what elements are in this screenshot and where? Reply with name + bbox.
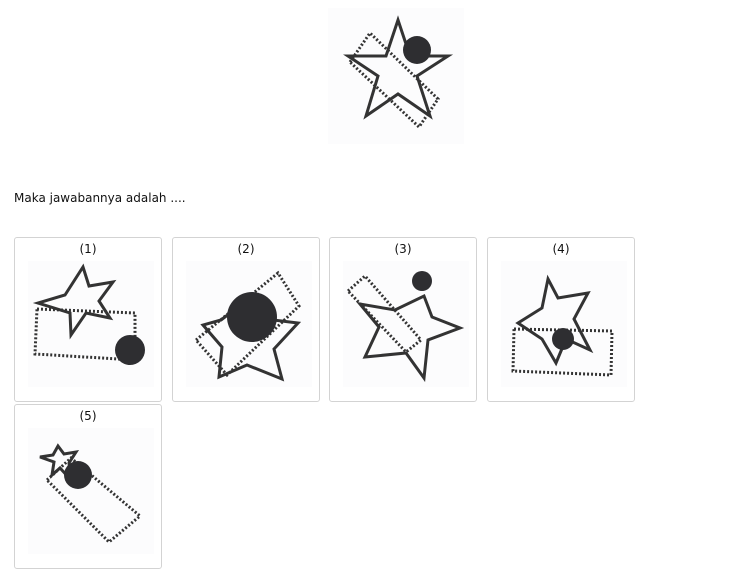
option-label-5: (5)	[79, 409, 97, 423]
question-figure	[328, 8, 464, 144]
option-figure-4	[501, 261, 627, 387]
option-card-2[interactable]: (2)	[172, 237, 320, 402]
star-rectangle-circle-icon	[343, 15, 454, 130]
question-prompt: Maka jawabannya adalah ....	[14, 191, 186, 205]
answer-figure-5-icon	[39, 443, 143, 545]
option-figure-5	[28, 428, 154, 554]
option-card-4[interactable]: (4)	[487, 237, 635, 402]
option-card-1[interactable]: (1)	[14, 237, 162, 402]
answer-figure-1-icon	[32, 263, 145, 365]
option-label-3: (3)	[394, 242, 412, 256]
option-label-4: (4)	[552, 242, 570, 256]
option-label-2: (2)	[237, 242, 255, 256]
option-card-3[interactable]: (3)	[329, 237, 477, 402]
option-figure-3	[343, 261, 469, 387]
option-figure-2	[186, 261, 312, 387]
option-label-1: (1)	[79, 242, 97, 256]
option-figure-1	[28, 261, 154, 387]
answer-figure-2-icon	[193, 270, 302, 382]
answer-figure-4-icon	[511, 274, 614, 377]
answer-figure-3-icon	[345, 271, 465, 383]
option-card-5[interactable]: (5)	[14, 404, 162, 569]
